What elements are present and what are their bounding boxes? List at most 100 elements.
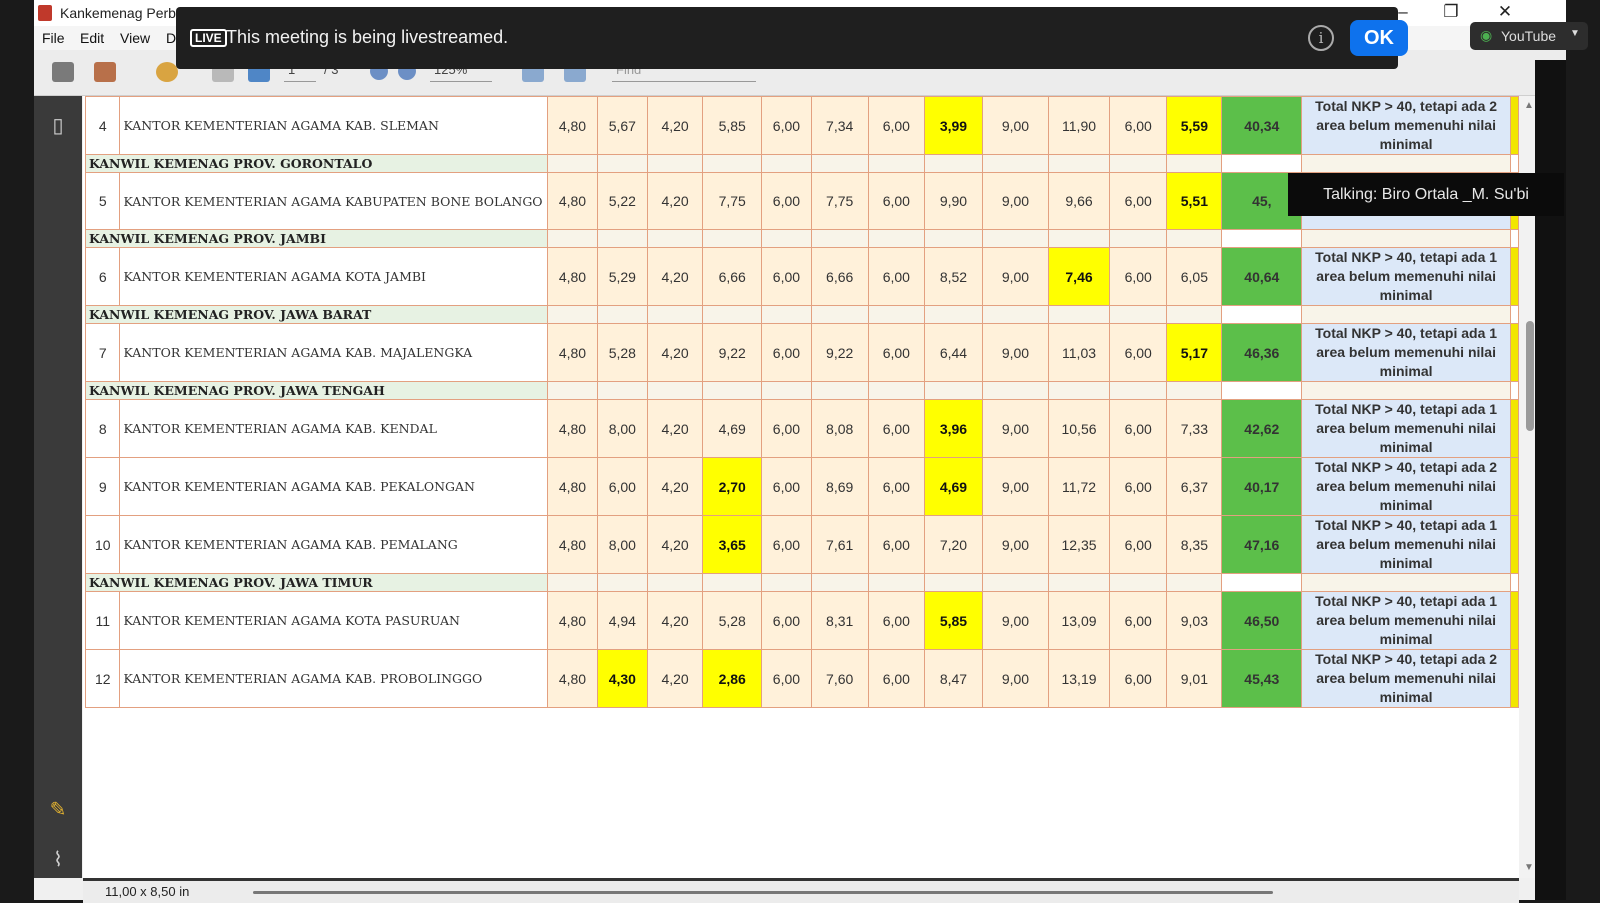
- scroll-down-icon[interactable]: ▼: [1524, 862, 1534, 873]
- export-icon[interactable]: [94, 62, 116, 82]
- score-cell: 6,00: [761, 323, 812, 382]
- empty-cell: [761, 381, 812, 400]
- score-cell: 12,35: [1047, 515, 1111, 574]
- menu-view[interactable]: View: [120, 30, 151, 46]
- empty-cell: [1166, 229, 1223, 248]
- score-cell: 13,09: [1047, 591, 1111, 650]
- empty-cell: [867, 381, 925, 400]
- empty-cell: [596, 573, 648, 592]
- empty-cell: [810, 229, 869, 248]
- score-cell: 6,00: [761, 457, 812, 516]
- restore-icon[interactable]: ❐: [1443, 2, 1459, 21]
- score-cell: 6,00: [867, 591, 925, 650]
- score-cell: 6,00: [1109, 591, 1168, 650]
- score-cell: 8,00: [596, 399, 648, 458]
- score-cell: 3,99: [923, 96, 984, 155]
- empty-cell: [761, 573, 812, 592]
- close-icon[interactable]: ✕: [1497, 2, 1513, 21]
- empty-cell: [1221, 154, 1303, 173]
- youtube-live-button[interactable]: ◉ YouTube ▼: [1470, 22, 1588, 50]
- empty-cell: [596, 229, 648, 248]
- attachments-icon[interactable]: ⌇: [53, 849, 63, 871]
- score-cell: 5,22: [596, 172, 648, 230]
- office-name: KANTOR KEMENTERIAN AGAMA KOTA JAMBI: [119, 247, 549, 306]
- score-cell: 6,66: [810, 247, 869, 306]
- score-cell: 4,80: [547, 515, 598, 574]
- window-title: Kankemenag Perb: [60, 5, 176, 21]
- ok-button[interactable]: OK: [1350, 20, 1408, 56]
- score-cell: 9,66: [1047, 172, 1111, 230]
- menu-file[interactable]: File: [42, 30, 65, 46]
- score-cell: 6,00: [867, 399, 925, 458]
- empty-cell: [1510, 573, 1519, 592]
- score-cell: 9,03: [1166, 591, 1223, 650]
- empty-cell: [867, 154, 925, 173]
- empty-cell: [1047, 154, 1111, 173]
- menu-document[interactable]: D: [166, 30, 177, 46]
- document-view[interactable]: 4 KANTOR KEMENTERIAN AGAMA KAB. SLEMAN 4,8…: [83, 96, 1519, 878]
- empty-cell: [702, 305, 763, 324]
- horizontal-scrollbar[interactable]: [253, 891, 1273, 894]
- group-header-label: KANWIL KEMENAG PROV. JAWA BARAT: [84, 305, 549, 324]
- empty-cell: [702, 381, 763, 400]
- empty-cell: [1301, 573, 1512, 592]
- empty-cell: [646, 229, 704, 248]
- empty-cell: [1047, 305, 1111, 324]
- empty-cell: [1301, 381, 1512, 400]
- score-cell: 5,85: [923, 591, 984, 650]
- score-cell: 8,47: [923, 649, 984, 708]
- livestream-banner: LIVE This meeting is being livestreamed.…: [176, 7, 1408, 69]
- score-cell: 5,28: [702, 591, 763, 650]
- empty-cell: [923, 573, 984, 592]
- score-cell: 8,00: [596, 515, 648, 574]
- empty-cell: [596, 305, 648, 324]
- score-cell: 6,00: [1109, 457, 1168, 516]
- score-cell: 4,20: [646, 457, 704, 516]
- menu-edit[interactable]: Edit: [80, 30, 105, 46]
- empty-cell: [1166, 573, 1223, 592]
- empty-cell: [1047, 573, 1111, 592]
- group-header-label: KANWIL KEMENAG PROV. JAWA TENGAH: [84, 381, 549, 400]
- row-number: 9: [84, 457, 121, 516]
- scroll-thumb[interactable]: [1526, 321, 1534, 431]
- collaborate-icon[interactable]: [156, 62, 178, 82]
- score-cell: 9,90: [923, 172, 984, 230]
- print-icon[interactable]: [52, 62, 74, 82]
- score-cell: 2,86: [702, 649, 763, 708]
- pages-icon[interactable]: ▯: [52, 115, 64, 137]
- empty-cell: [646, 573, 704, 592]
- minimize-icon[interactable]: –: [1398, 2, 1408, 21]
- status-description: Total NKP > 40, tetapi ada 1 area belum …: [1301, 515, 1512, 574]
- info-icon[interactable]: i: [1308, 25, 1334, 51]
- score-cell: 8,08: [810, 399, 869, 458]
- flag-cell: [1510, 247, 1519, 306]
- score-cell: 9,00: [982, 323, 1049, 382]
- empty-cell: [1109, 305, 1168, 324]
- status-description: Total NKP > 40, tetapi ada 2 area belum …: [1301, 457, 1512, 516]
- empty-cell: [761, 305, 812, 324]
- comments-icon[interactable]: ✎: [49, 799, 67, 821]
- row-number: 5: [84, 172, 121, 230]
- total-score: 46,36: [1221, 323, 1303, 382]
- status-description: Total NKP > 40, tetapi ada 1 area belum …: [1301, 247, 1512, 306]
- table-row: 9 KANTOR KEMENTERIAN AGAMA KAB. PEKALONGA…: [84, 457, 1519, 516]
- scroll-up-icon[interactable]: ▲: [1524, 100, 1534, 111]
- flag-cell: [1510, 399, 1519, 458]
- table-row: 11 KANTOR KEMENTERIAN AGAMA KOTA PASURUAN…: [84, 591, 1519, 650]
- talking-indicator: Talking: Biro Ortala _M. Su'bi: [1288, 173, 1564, 216]
- flag-cell: [1510, 323, 1519, 382]
- empty-cell: [1166, 381, 1223, 400]
- report-table: 4 KANTOR KEMENTERIAN AGAMA KAB. SLEMAN 4,8…: [84, 96, 1519, 708]
- score-cell: 7,20: [923, 515, 984, 574]
- group-header-label: KANWIL KEMENAG PROV. JAMBI: [84, 229, 549, 248]
- page-number-input[interactable]: 1: [284, 60, 316, 82]
- status-description: Total NKP > 40, tetapi ada 2 area belum …: [1301, 96, 1512, 155]
- score-cell: 9,00: [982, 172, 1049, 230]
- empty-cell: [923, 305, 984, 324]
- empty-cell: [1109, 573, 1168, 592]
- empty-cell: [547, 573, 598, 592]
- score-cell: 7,75: [702, 172, 763, 230]
- table-row: 10 KANTOR KEMENTERIAN AGAMA KAB. PEMALANG…: [84, 515, 1519, 574]
- score-cell: 5,59: [1166, 96, 1223, 155]
- flag-cell: [1510, 96, 1519, 155]
